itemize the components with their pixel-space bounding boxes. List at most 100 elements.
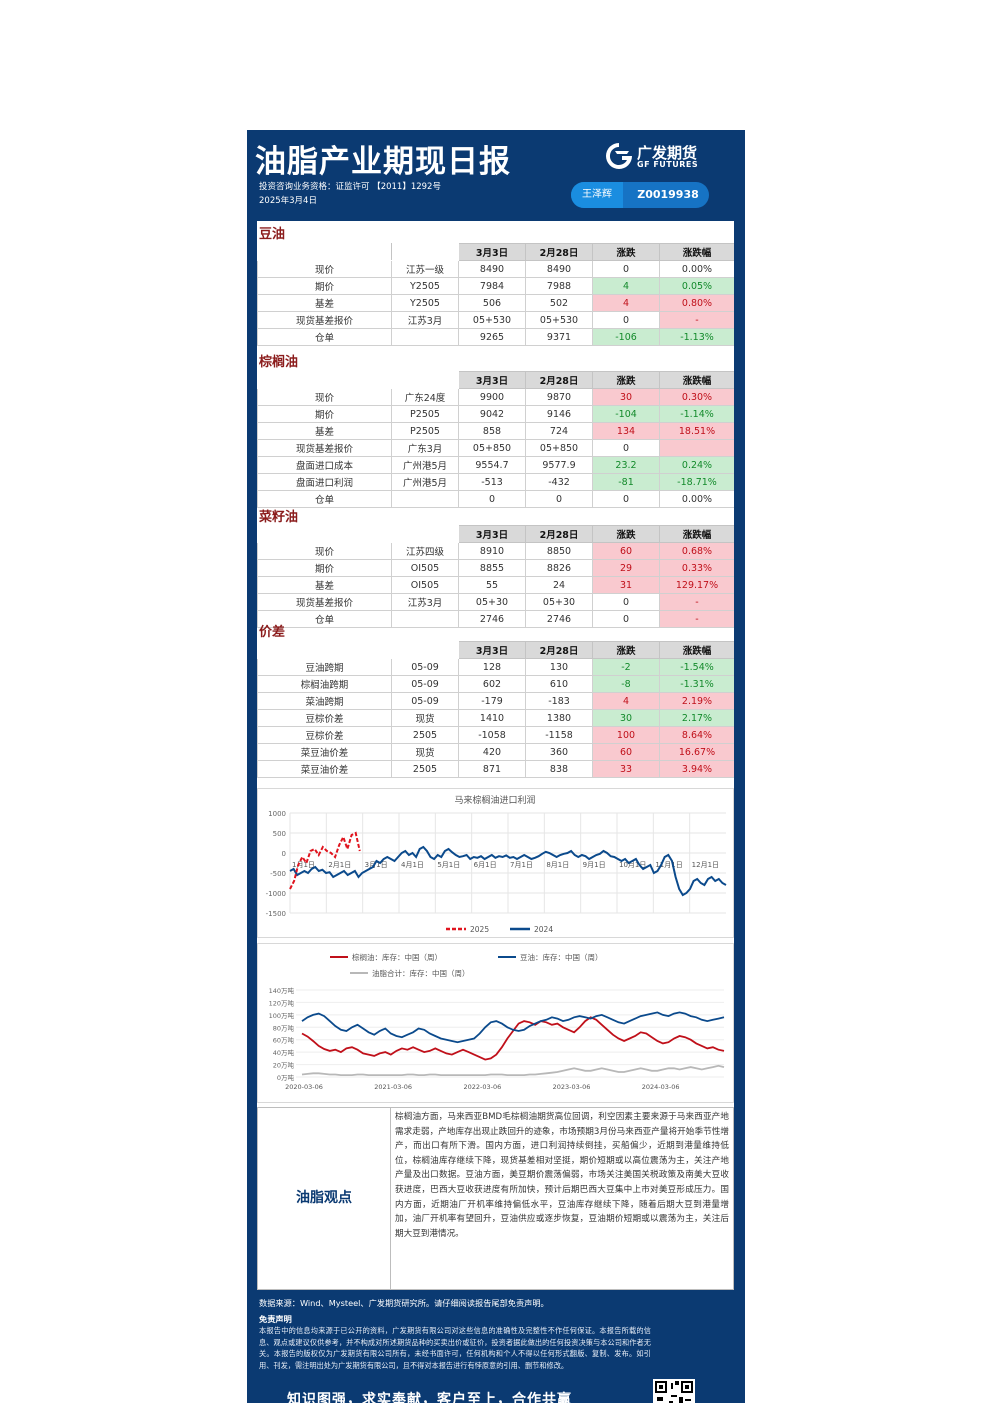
row-change-pct: 0.68% (659, 542, 734, 560)
row-change: 134 (592, 422, 660, 440)
table-row: 盘面进口利润 广州港5月 -513 -432 -81 -18.71% (257, 473, 734, 491)
oil-view-box: 油脂观点 棕榈油方面，马来西亚BMD毛棕榈油期货高位回调，利空因素主要来源于马来… (257, 1107, 734, 1290)
col-header: 2月28日 (525, 243, 593, 261)
row-spec (391, 610, 459, 628)
row-value-previous: 9371 (525, 328, 593, 346)
y-tick-label: 60万吨 (273, 1036, 295, 1045)
row-change-pct: 0.05% (659, 277, 734, 295)
report-page: 油脂产业期现日报 广发期货 GF FUTURES 投资咨询业务资格：证监许可 【… (247, 130, 745, 1403)
row-spec: 05-09 (391, 658, 459, 676)
row-value-previous: 2746 (525, 610, 593, 628)
row-spec (391, 328, 459, 346)
row-spec: 2505 (391, 726, 459, 744)
col-header: 3月3日 (458, 641, 526, 659)
row-change: 60 (592, 743, 660, 761)
row-name: 豆油跨期 (257, 658, 392, 676)
table-row: 菜油跨期 05-09 -179 -183 4 2.19% (257, 692, 734, 710)
section-title-rapeseed-oil: 菜籽油 (259, 510, 299, 525)
table-row: 现价 江苏一级 8490 8490 0 0.00% (257, 260, 734, 278)
row-name: 仓单 (257, 328, 392, 346)
row-value-previous: 9870 (525, 388, 593, 406)
row-spec (391, 490, 459, 508)
row-change: 33 (592, 760, 660, 778)
row-name: 盘面进口利润 (257, 473, 392, 491)
row-value-previous: 610 (525, 675, 593, 693)
row-change-pct (659, 439, 734, 457)
row-change: 4 (592, 294, 660, 312)
row-change: 0 (592, 439, 660, 457)
row-change-pct: -18.71% (659, 473, 734, 491)
report-date: 2025年3月4日 (259, 196, 317, 206)
row-change: -106 (592, 328, 660, 346)
row-value-previous: 838 (525, 760, 593, 778)
col-header: 涨跌幅 (659, 525, 734, 543)
row-value-current: 55 (458, 576, 526, 594)
x-tick-label: 10月1日 (619, 861, 646, 869)
gf-logo-icon (606, 143, 632, 169)
table-row: 仓单 2746 2746 0- (257, 610, 734, 628)
row-name: 菜豆油价差 (257, 760, 392, 778)
table-row: 现货基差报价 广东3月 05+850 05+850 0 (257, 439, 734, 457)
table-row: 现价 广东24度 9900 9870 30 0.30% (257, 388, 734, 406)
row-spec: 江苏四级 (391, 542, 459, 560)
row-change: 30 (592, 709, 660, 727)
row-value-current: -179 (458, 692, 526, 710)
section-title-spreads: 价差 (259, 625, 286, 640)
row-value-current: 8855 (458, 559, 526, 577)
row-value-previous: 05+30 (525, 593, 593, 611)
company-slogan: 知识图强，求实奉献，客户至上，合作共赢 (287, 1392, 572, 1403)
row-name: 豆棕价差 (257, 726, 392, 744)
row-change: 100 (592, 726, 660, 744)
row-change-pct: -1.54% (659, 658, 734, 676)
license-text: 投资咨询业务资格：证监许可 【2011】1292号 (259, 182, 441, 192)
series-line-2024 (289, 845, 727, 897)
row-change-pct: - (659, 610, 734, 628)
x-tick-label: 1月1日 (292, 861, 315, 869)
row-change-pct: - (659, 311, 734, 329)
row-value-current: 128 (458, 658, 526, 676)
row-change: 30 (592, 388, 660, 406)
row-value-previous: 8490 (525, 260, 593, 278)
row-change-pct: 2.17% (659, 709, 734, 727)
row-spec: 江苏一级 (391, 260, 459, 278)
row-spec: 广州港5月 (391, 473, 459, 491)
row-value-previous: 05+850 (525, 439, 593, 457)
row-change-pct: 129.17% (659, 576, 734, 594)
table-row: 菜豆油价差 现货 420 360 60 16.67% (257, 743, 734, 761)
row-value-current: -513 (458, 473, 526, 491)
table-row: 基差 Y2505 506 502 4 0.80% (257, 294, 734, 312)
row-value-current: 602 (458, 675, 526, 693)
x-tick-label: 2月1日 (328, 861, 351, 869)
row-value-current: 9900 (458, 388, 526, 406)
disclaimer-title: 免责声明 (259, 1314, 292, 1324)
col-header: 涨跌幅 (659, 371, 734, 389)
row-change-pct: 8.64% (659, 726, 734, 744)
section-title-soybean-oil: 豆油 (259, 227, 286, 242)
x-tick-label: 9月1日 (583, 861, 606, 869)
row-change: -104 (592, 405, 660, 423)
row-change-pct: 0.33% (659, 559, 734, 577)
row-change-pct: - (659, 593, 734, 611)
table-row: 仓单 0 0 0 0.00% (257, 490, 734, 508)
table-header-row: 3月3日 2月28日 涨跌 涨跌幅 (257, 525, 734, 543)
row-change: 23.2 (592, 456, 660, 474)
table-rapeseed-oil: 3月3日 2月28日 涨跌 涨跌幅 现价 江苏四级 8910 8850 60 0.68% 期… (257, 525, 734, 628)
row-value-previous: 24 (525, 576, 593, 594)
table-row: 菜豆油价差 2505 871 838 33 3.94% (257, 760, 734, 778)
row-change-pct: -1.31% (659, 675, 734, 693)
row-change: -2 (592, 658, 660, 676)
row-change-pct: 0.30% (659, 388, 734, 406)
row-change-pct: 0.24% (659, 456, 734, 474)
row-value-previous: 05+530 (525, 311, 593, 329)
row-name: 现货基差报价 (257, 311, 392, 329)
col-header: 3月3日 (458, 371, 526, 389)
col-header: 涨跌幅 (659, 243, 734, 261)
row-name: 棕榈油跨期 (257, 675, 392, 693)
row-value-current: 7984 (458, 277, 526, 295)
analyst-badge: 王泽辉 Z0019938 (571, 182, 709, 208)
logo-text-cn: 广发期货 (637, 144, 698, 162)
row-value-current: 05+530 (458, 311, 526, 329)
row-spec: 广州港5月 (391, 456, 459, 474)
x-tick-label: 4月1日 (401, 861, 424, 869)
analyst-id: Z0019938 (637, 188, 699, 201)
